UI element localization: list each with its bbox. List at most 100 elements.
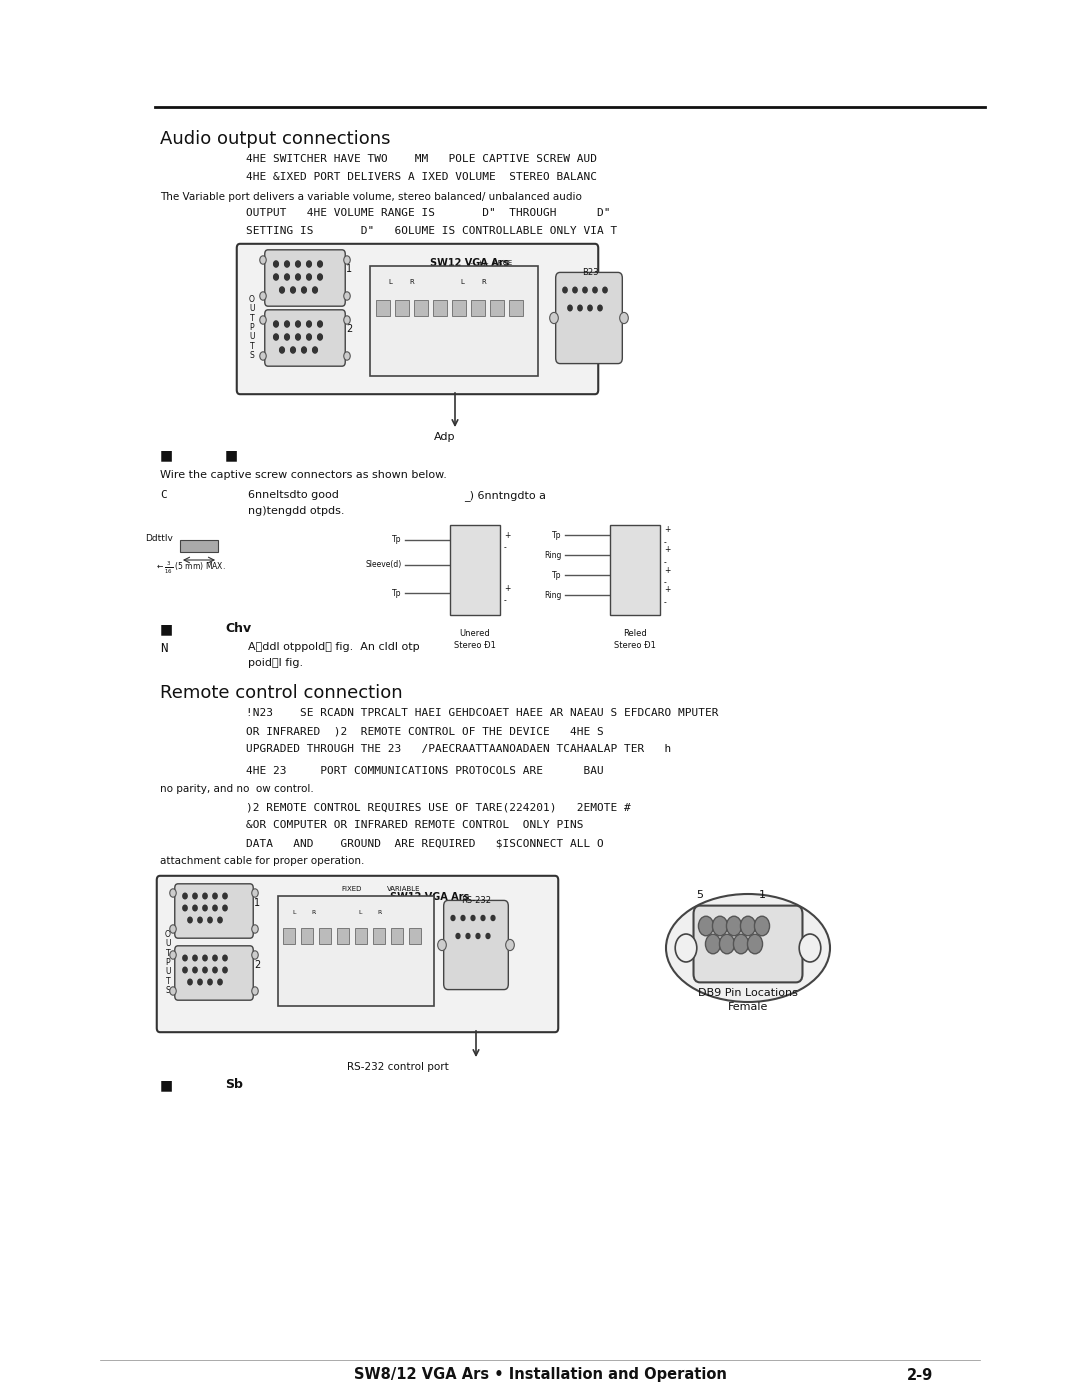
Text: Sleeve(d): Sleeve(d)	[365, 560, 402, 570]
Text: _) 6nntngdto a: _) 6nntngdto a	[464, 490, 546, 502]
Bar	[319, 928, 330, 944]
FancyBboxPatch shape	[175, 884, 253, 939]
Text: L: L	[293, 909, 296, 915]
Circle shape	[285, 274, 289, 279]
Text: FIXED: FIXED	[341, 886, 362, 893]
Circle shape	[218, 979, 222, 985]
Text: Tp: Tp	[392, 588, 402, 598]
Text: $\leftarrow\frac{3}{16}$ (5 mm) MAX.: $\leftarrow\frac{3}{16}$ (5 mm) MAX.	[154, 560, 226, 576]
Circle shape	[296, 334, 300, 339]
Circle shape	[252, 925, 258, 933]
Circle shape	[203, 956, 207, 961]
Text: ·: ·	[496, 305, 498, 312]
Text: O
U
T
P
U
T
S: O U T P U T S	[249, 295, 255, 360]
Bar	[509, 300, 523, 316]
Circle shape	[437, 939, 446, 950]
Text: &OR COMPUTER OR INFRARED REMOTE CONTROL  ONLY PINS: &OR COMPUTER OR INFRARED REMOTE CONTROL …	[246, 820, 583, 830]
Text: no parity, and no  ow control.: no parity, and no ow control.	[160, 784, 314, 793]
Text: -: -	[664, 559, 666, 567]
Circle shape	[260, 316, 267, 324]
Circle shape	[193, 905, 198, 911]
Circle shape	[467, 933, 470, 939]
Circle shape	[222, 893, 227, 898]
Text: R: R	[312, 909, 316, 915]
Circle shape	[170, 986, 176, 995]
Text: +: +	[504, 584, 511, 592]
Text: ■: ■	[160, 622, 173, 636]
Bar	[450, 525, 500, 615]
Text: 4HE SWITCHER HAVE TWO    MM   POLE CAPTIVE SCREW AUD: 4HE SWITCHER HAVE TWO MM POLE CAPTIVE SC…	[246, 154, 597, 163]
Text: ng)tengdd otpds.: ng)tengdd otpds.	[248, 506, 345, 515]
Circle shape	[193, 967, 198, 972]
Text: DB9 Pin Locations: DB9 Pin Locations	[698, 988, 798, 997]
Circle shape	[273, 334, 279, 339]
Bar	[278, 895, 434, 1006]
Circle shape	[705, 935, 720, 954]
FancyBboxPatch shape	[157, 876, 558, 1032]
Circle shape	[285, 261, 289, 267]
Text: UPGRADED THROUGH THE 23   /PAECRAATTAANOADAEN TCAHAALAP TER   h: UPGRADED THROUGH THE 23 /PAECRAATTAANOAD…	[246, 745, 672, 754]
Circle shape	[170, 888, 176, 897]
Circle shape	[273, 274, 279, 279]
Circle shape	[741, 916, 756, 936]
Circle shape	[291, 286, 295, 293]
Text: R: R	[482, 279, 486, 285]
Circle shape	[285, 334, 289, 339]
Ellipse shape	[666, 894, 831, 1002]
Bar	[610, 525, 660, 615]
Circle shape	[252, 986, 258, 995]
Text: R: R	[409, 279, 415, 285]
Circle shape	[343, 292, 350, 300]
Circle shape	[213, 967, 217, 972]
Circle shape	[213, 893, 217, 898]
Text: VARIABLE: VARIABLE	[388, 886, 421, 893]
Text: ·: ·	[401, 305, 403, 312]
Text: !N23    SE RCADN TPRCALT HAEI GEHDCOAET HAEE AR NAEAU S EFDCARO MPUTER: !N23 SE RCADN TPRCALT HAEI GEHDCOAET HAE…	[246, 708, 718, 718]
Circle shape	[598, 305, 603, 310]
Text: -: -	[504, 543, 507, 552]
Text: ■: ■	[160, 448, 173, 462]
Text: Wire the captive screw connectors as shown below.: Wire the captive screw connectors as sho…	[160, 469, 447, 481]
Text: 2: 2	[346, 324, 352, 334]
Bar	[180, 541, 218, 552]
Bar	[373, 928, 384, 944]
Text: 1: 1	[758, 890, 766, 900]
Circle shape	[713, 916, 728, 936]
Circle shape	[301, 286, 307, 293]
Text: 2: 2	[254, 960, 260, 970]
Text: Addl otppold fig.  An cldl otp: Addl otppold fig. An cldl otp	[248, 643, 420, 652]
Text: ■: ■	[160, 1078, 173, 1092]
Circle shape	[491, 915, 495, 921]
Bar	[337, 928, 349, 944]
Text: poidl fig.: poidl fig.	[248, 658, 303, 668]
Text: 1: 1	[346, 264, 352, 274]
Text: 9: 9	[701, 970, 707, 981]
Circle shape	[620, 313, 629, 324]
Circle shape	[568, 305, 572, 310]
Text: +: +	[664, 566, 671, 574]
Text: L: L	[388, 279, 392, 285]
Text: SW12 VGA Ars: SW12 VGA Ars	[430, 258, 510, 268]
Text: -: -	[664, 578, 666, 588]
Circle shape	[461, 915, 465, 921]
Text: SETTING IS       D"   6OLUME IS CONTROLLABLE ONLY VIA T: SETTING IS D" 6OLUME IS CONTROLLABLE ONL…	[246, 226, 618, 236]
Text: +: +	[664, 525, 671, 535]
Circle shape	[318, 321, 322, 327]
Text: 6nneltsdto good: 6nneltsdto good	[248, 490, 339, 500]
Circle shape	[593, 288, 597, 293]
Circle shape	[603, 288, 607, 293]
Circle shape	[312, 346, 318, 353]
Text: OUTPUT   4HE VOLUME RANGE IS       D"  THROUGH      D": OUTPUT 4HE VOLUME RANGE IS D" THROUGH D"	[246, 208, 610, 218]
FancyBboxPatch shape	[265, 310, 346, 366]
Circle shape	[273, 261, 279, 267]
Bar	[283, 928, 295, 944]
Circle shape	[307, 261, 311, 267]
Text: Stereo Ð1: Stereo Ð1	[454, 641, 496, 650]
Text: 2-9: 2-9	[907, 1368, 933, 1383]
Text: ·: ·	[477, 305, 480, 312]
Circle shape	[296, 261, 300, 267]
Text: The Variable port delivers a variable volume, stereo balanced/ unbalanced audio: The Variable port delivers a variable vo…	[160, 191, 582, 203]
Text: ·: ·	[420, 305, 422, 312]
Bar	[471, 300, 485, 316]
Text: L: L	[359, 909, 362, 915]
